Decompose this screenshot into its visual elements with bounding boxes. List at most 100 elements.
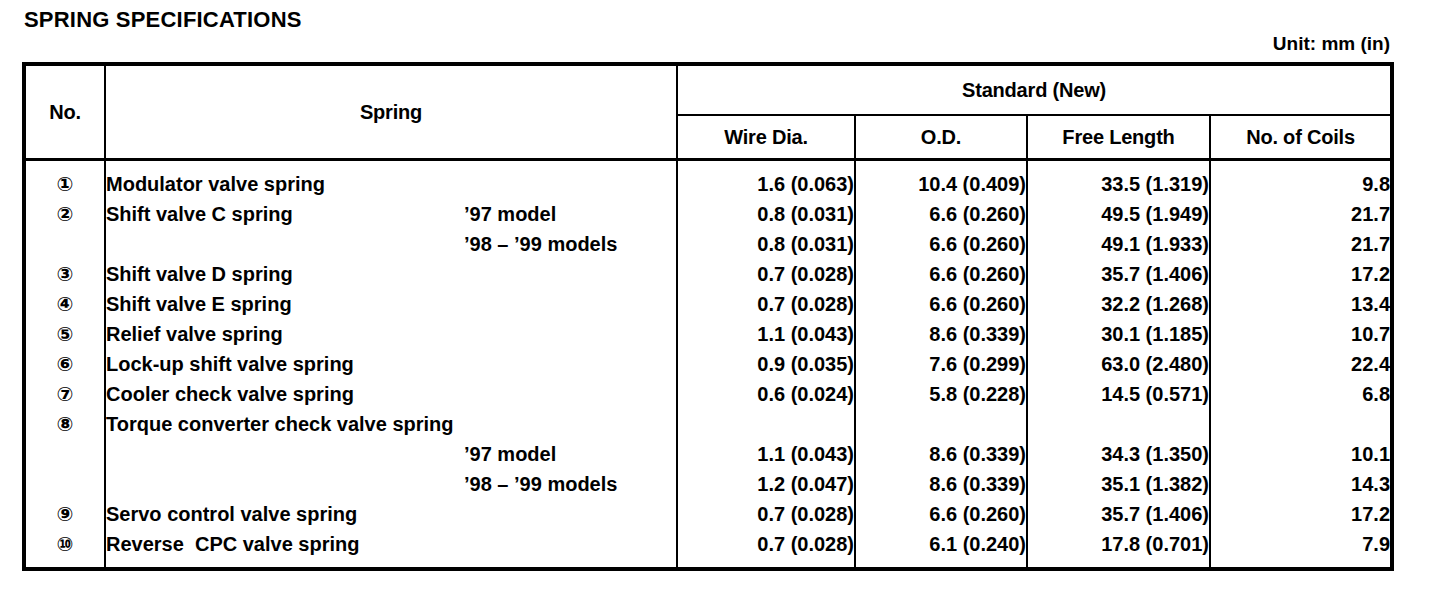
od-value: 5.8 (0.228) <box>855 379 1027 409</box>
row-number: ⑨ <box>24 499 105 529</box>
od-value: 6.6 (0.260) <box>855 289 1027 319</box>
header-wire-dia: Wire Dia. <box>677 115 855 160</box>
coils-value: 10.1 <box>1210 439 1392 469</box>
free-length-value: 35.7 (1.406) <box>1027 499 1210 529</box>
spring-name: Torque converter check valve spring <box>106 413 454 435</box>
spring-name: Shift valve C spring <box>106 203 293 225</box>
wire-dia-value: 1.1 (0.043) <box>677 439 855 469</box>
table-row: ⑤ Relief valve spring 1.1 (0.043) 8.6 (0… <box>24 319 1392 349</box>
od-value <box>855 409 1027 439</box>
wire-dia-value: 0.7 (0.028) <box>677 259 855 289</box>
row-number: ② <box>24 199 105 229</box>
free-length-value: 49.1 (1.933) <box>1027 229 1210 259</box>
model-year-label: ’97 model <box>464 439 556 469</box>
model-year-label: ’97 model <box>464 199 556 229</box>
table-row: ④ Shift valve E spring 0.7 (0.028) 6.6 (… <box>24 289 1392 319</box>
free-length-value: 63.0 (2.480) <box>1027 349 1210 379</box>
free-length-value: 33.5 (1.319) <box>1027 160 1210 200</box>
row-number: ⑥ <box>24 349 105 379</box>
header-no-of-coils: No. of Coils <box>1210 115 1392 160</box>
table-row: ’98 – ’99 models 1.2 (0.047) 8.6 (0.339)… <box>24 469 1392 499</box>
coils-value: 13.4 <box>1210 289 1392 319</box>
spring-name: Cooler check valve spring <box>106 383 354 405</box>
coils-value: 7.9 <box>1210 529 1392 569</box>
free-length-value: 34.3 (1.350) <box>1027 439 1210 469</box>
spring-cell: Cooler check valve spring <box>105 379 677 409</box>
spring-name: Modulator valve spring <box>106 173 325 195</box>
spring-cell: Lock-up shift valve spring <box>105 349 677 379</box>
free-length-value: 49.5 (1.949) <box>1027 199 1210 229</box>
free-length-value: 30.1 (1.185) <box>1027 319 1210 349</box>
od-value: 6.6 (0.260) <box>855 229 1027 259</box>
table-row: ① Modulator valve spring 1.6 (0.063) 10.… <box>24 160 1392 200</box>
coils-value: 17.2 <box>1210 259 1392 289</box>
spring-name: Reverse CPC valve spring <box>106 533 359 555</box>
od-value: 8.6 (0.339) <box>855 469 1027 499</box>
od-value: 6.6 (0.260) <box>855 499 1027 529</box>
row-number <box>24 229 105 259</box>
free-length-value: 17.8 (0.701) <box>1027 529 1210 569</box>
spring-name: Lock-up shift valve spring <box>106 353 354 375</box>
wire-dia-value: 1.6 (0.063) <box>677 160 855 200</box>
od-value: 7.6 (0.299) <box>855 349 1027 379</box>
row-number: ⑦ <box>24 379 105 409</box>
wire-dia-value <box>677 409 855 439</box>
spring-cell: Servo control valve spring <box>105 499 677 529</box>
free-length-value: 14.5 (0.571) <box>1027 379 1210 409</box>
table-row: ⑥ Lock-up shift valve spring 0.9 (0.035)… <box>24 349 1392 379</box>
table-row: ⑩ Reverse CPC valve spring 0.7 (0.028) 6… <box>24 529 1392 569</box>
od-value: 8.6 (0.339) <box>855 319 1027 349</box>
coils-value: 21.7 <box>1210 229 1392 259</box>
od-value: 8.6 (0.339) <box>855 439 1027 469</box>
spring-cell: ’97 model <box>105 439 677 469</box>
spring-cell: Modulator valve spring <box>105 160 677 200</box>
wire-dia-value: 1.1 (0.043) <box>677 319 855 349</box>
wire-dia-value: 0.7 (0.028) <box>677 529 855 569</box>
coils-value: 14.3 <box>1210 469 1392 499</box>
table-row: ’97 model 1.1 (0.043) 8.6 (0.339) 34.3 (… <box>24 439 1392 469</box>
spring-cell: Relief valve spring <box>105 319 677 349</box>
header-od: O.D. <box>855 115 1027 160</box>
free-length-value: 35.7 (1.406) <box>1027 259 1210 289</box>
spring-specifications-table: No. Spring Standard (New) Wire Dia. O.D.… <box>22 62 1394 571</box>
spring-name: Shift valve D spring <box>106 263 293 285</box>
table-row: ⑨ Servo control valve spring 0.7 (0.028)… <box>24 499 1392 529</box>
wire-dia-value: 0.8 (0.031) <box>677 229 855 259</box>
coils-value: 9.8 <box>1210 160 1392 200</box>
od-value: 6.6 (0.260) <box>855 259 1027 289</box>
row-number: ③ <box>24 259 105 289</box>
row-number: ④ <box>24 289 105 319</box>
coils-value: 21.7 <box>1210 199 1392 229</box>
table-row: ② Shift valve C spring ’97 model 0.8 (0.… <box>24 199 1392 229</box>
table-row: ’98 – ’99 models 0.8 (0.031) 6.6 (0.260)… <box>24 229 1392 259</box>
row-number <box>24 439 105 469</box>
spring-cell: Shift valve C spring ’97 model <box>105 199 677 229</box>
free-length-value: 35.1 (1.382) <box>1027 469 1210 499</box>
row-number <box>24 469 105 499</box>
table-row: ⑦ Cooler check valve spring 0.6 (0.024) … <box>24 379 1392 409</box>
coils-value <box>1210 409 1392 439</box>
coils-value: 10.7 <box>1210 319 1392 349</box>
spring-name: Shift valve E spring <box>106 293 292 315</box>
manual-page: SPRING SPECIFICATIONS Unit: mm (in) No. … <box>0 0 1440 592</box>
header-free-length: Free Length <box>1027 115 1210 160</box>
spring-cell: Shift valve E spring <box>105 289 677 319</box>
od-value: 6.6 (0.260) <box>855 199 1027 229</box>
od-value: 10.4 (0.409) <box>855 160 1027 200</box>
table-row: ③ Shift valve D spring 0.7 (0.028) 6.6 (… <box>24 259 1392 289</box>
spring-name: Servo control valve spring <box>106 503 357 525</box>
spring-cell: Torque converter check valve spring <box>105 409 677 439</box>
spring-name: Relief valve spring <box>106 323 283 345</box>
spring-cell: Shift valve D spring <box>105 259 677 289</box>
table-header: No. Spring Standard (New) Wire Dia. O.D.… <box>24 64 1392 160</box>
page-title: SPRING SPECIFICATIONS <box>24 7 302 33</box>
free-length-value <box>1027 409 1210 439</box>
wire-dia-value: 0.6 (0.024) <box>677 379 855 409</box>
spring-cell: ’98 – ’99 models <box>105 469 677 499</box>
coils-value: 22.4 <box>1210 349 1392 379</box>
wire-dia-value: 1.2 (0.047) <box>677 469 855 499</box>
table-body: ① Modulator valve spring 1.6 (0.063) 10.… <box>24 160 1392 570</box>
wire-dia-value: 0.7 (0.028) <box>677 289 855 319</box>
spring-cell: Reverse CPC valve spring <box>105 529 677 569</box>
row-number: ⑧ <box>24 409 105 439</box>
